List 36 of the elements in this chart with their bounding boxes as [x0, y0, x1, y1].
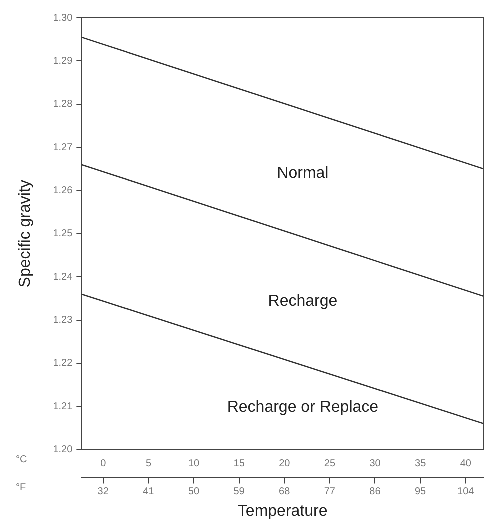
x-tick-label: 5	[146, 458, 152, 470]
x2-tick-label: 41	[143, 486, 155, 498]
y-tick-label: 1.28	[53, 99, 74, 110]
x2-tick-label: 32	[98, 486, 110, 498]
text: °C	[16, 454, 28, 466]
x2-tick-label: 50	[188, 486, 200, 498]
x-tick-label: 15	[234, 458, 246, 470]
x2-tick-label: 86	[370, 486, 382, 498]
x-tick-label: 35	[415, 458, 427, 470]
x2-tick-label: 104	[458, 486, 475, 498]
x-tick-label: 20	[279, 458, 291, 470]
x-tick-label: 25	[324, 458, 336, 470]
annotation: Recharge or Replace	[227, 399, 379, 416]
x-tick-label: 30	[370, 458, 382, 470]
annotation: Normal	[277, 164, 329, 182]
y-axis-title: Specific gravity	[17, 180, 34, 288]
y-tick-label: 1.22	[53, 358, 74, 370]
x2-tick-label: 59	[234, 486, 246, 498]
x-axis-title: Temperature	[238, 502, 328, 520]
x-tick-label: 0	[100, 458, 107, 470]
y-tick-label: 1.20	[53, 444, 74, 456]
y-tick-label: 1.30	[53, 12, 74, 24]
x-tick-label: 10	[188, 458, 200, 470]
y-tick-label: 1.29	[53, 56, 74, 67]
y-tick-label: 1.24	[53, 272, 74, 283]
y-tick-label: 1.26	[53, 185, 74, 196]
y-tick-label: 1.21	[53, 401, 74, 412]
annotation: Recharge	[268, 292, 338, 310]
y-tick-label: 1.23	[53, 315, 74, 326]
text: °F	[16, 482, 26, 494]
x2-tick-label: 77	[324, 486, 336, 498]
x-tick-label: 40	[460, 458, 472, 470]
y-tick-label: 1.27	[53, 142, 74, 154]
x2-tick-label: 95	[414, 486, 427, 498]
y-tick-label: 1.25	[53, 228, 74, 240]
x2-tick-label: 68	[279, 486, 291, 498]
